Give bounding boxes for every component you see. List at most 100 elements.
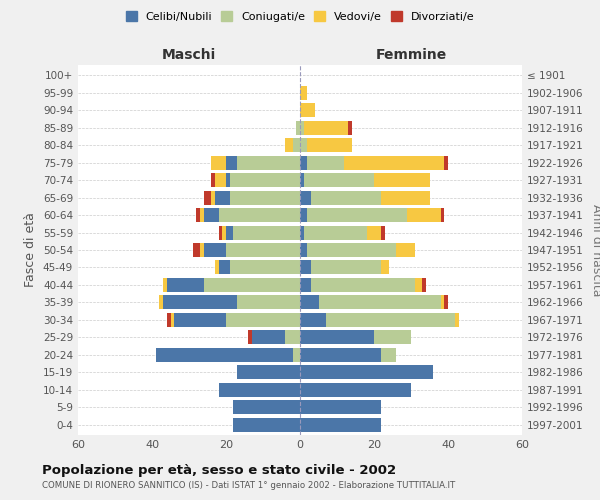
Bar: [156, 348, 293, 362]
Bar: [444, 296, 448, 310]
Bar: [226, 313, 300, 327]
Bar: [382, 190, 430, 204]
Bar: [440, 208, 444, 222]
Bar: [444, 156, 448, 170]
Bar: [223, 226, 226, 239]
Bar: [204, 243, 226, 257]
Bar: [348, 121, 352, 135]
Bar: [200, 208, 204, 222]
Legend: Celibi/Nubili, Coniugati/e, Vedovi/e, Divorziati/e: Celibi/Nubili, Coniugati/e, Vedovi/e, Di…: [125, 12, 475, 22]
Bar: [293, 138, 300, 152]
Bar: [230, 173, 300, 187]
Bar: [248, 330, 252, 344]
Bar: [319, 296, 440, 310]
Bar: [204, 278, 300, 292]
Bar: [293, 348, 300, 362]
Bar: [300, 348, 382, 362]
Bar: [374, 173, 430, 187]
Bar: [163, 296, 237, 310]
Bar: [300, 330, 374, 344]
Bar: [300, 400, 382, 414]
Y-axis label: Fasce di età: Fasce di età: [25, 212, 37, 288]
Bar: [300, 296, 319, 310]
Bar: [174, 313, 226, 327]
Bar: [304, 121, 348, 135]
Bar: [440, 296, 444, 310]
Bar: [304, 226, 367, 239]
Bar: [215, 173, 226, 187]
Bar: [311, 190, 382, 204]
Bar: [211, 173, 215, 187]
Bar: [211, 190, 215, 204]
Bar: [407, 208, 440, 222]
Bar: [307, 138, 352, 152]
Bar: [230, 190, 300, 204]
Bar: [226, 173, 230, 187]
Bar: [382, 260, 389, 274]
Bar: [215, 190, 230, 204]
Bar: [382, 348, 396, 362]
Text: Popolazione per età, sesso e stato civile - 2002: Popolazione per età, sesso e stato civil…: [42, 464, 396, 477]
Bar: [204, 190, 211, 204]
Bar: [160, 296, 163, 310]
Y-axis label: Anni di nascita: Anni di nascita: [590, 204, 600, 296]
Bar: [382, 226, 385, 239]
Bar: [204, 208, 218, 222]
Bar: [300, 278, 311, 292]
Bar: [300, 121, 304, 135]
Bar: [300, 226, 304, 239]
Bar: [307, 208, 407, 222]
Bar: [170, 313, 174, 327]
Bar: [193, 243, 200, 257]
Bar: [163, 278, 167, 292]
Bar: [196, 208, 200, 222]
Bar: [285, 138, 293, 152]
Bar: [237, 156, 300, 170]
Bar: [300, 243, 307, 257]
Bar: [300, 260, 311, 274]
Bar: [300, 190, 311, 204]
Bar: [218, 260, 230, 274]
Bar: [233, 226, 300, 239]
Bar: [300, 313, 326, 327]
Bar: [233, 400, 300, 414]
Bar: [226, 156, 237, 170]
Bar: [311, 260, 382, 274]
Bar: [230, 260, 300, 274]
Bar: [300, 418, 382, 432]
Bar: [422, 278, 426, 292]
Bar: [300, 173, 304, 187]
Bar: [304, 173, 374, 187]
Bar: [415, 278, 422, 292]
Bar: [237, 365, 300, 379]
Bar: [374, 330, 411, 344]
Text: Maschi: Maschi: [162, 48, 216, 62]
Bar: [211, 156, 226, 170]
Bar: [300, 382, 411, 396]
Bar: [367, 226, 382, 239]
Bar: [218, 208, 300, 222]
Bar: [252, 330, 285, 344]
Bar: [300, 104, 315, 118]
Bar: [285, 330, 300, 344]
Bar: [300, 208, 307, 222]
Bar: [218, 382, 300, 396]
Bar: [226, 226, 233, 239]
Bar: [300, 156, 307, 170]
Text: Femmine: Femmine: [376, 48, 446, 62]
Bar: [296, 121, 300, 135]
Bar: [344, 156, 444, 170]
Bar: [307, 243, 396, 257]
Text: COMUNE DI RIONERO SANNITICO (IS) - Dati ISTAT 1° gennaio 2002 - Elaborazione TUT: COMUNE DI RIONERO SANNITICO (IS) - Dati …: [42, 481, 455, 490]
Bar: [326, 313, 455, 327]
Bar: [226, 243, 300, 257]
Bar: [311, 278, 415, 292]
Bar: [396, 243, 415, 257]
Bar: [233, 418, 300, 432]
Bar: [237, 296, 300, 310]
Bar: [167, 313, 170, 327]
Bar: [167, 278, 204, 292]
Bar: [300, 365, 433, 379]
Bar: [455, 313, 459, 327]
Bar: [218, 226, 223, 239]
